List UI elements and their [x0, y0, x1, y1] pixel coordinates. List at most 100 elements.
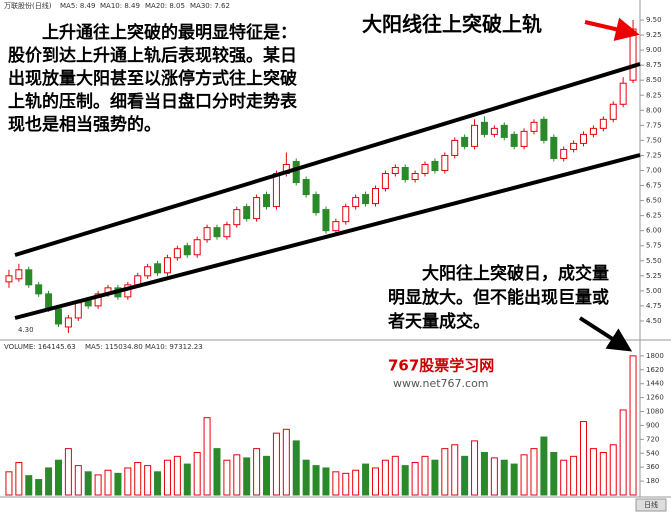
- volume-bar: [540, 436, 548, 496]
- y-tick-label: 6.75: [646, 182, 662, 190]
- arrow: [578, 316, 633, 352]
- volume-bar: [441, 448, 449, 496]
- volume-bar: [342, 472, 350, 496]
- channel-upper: [14, 62, 641, 257]
- y-tick-label: 6.50: [646, 197, 662, 205]
- y-tick-label: 180: [646, 477, 659, 485]
- candle-body: [253, 197, 261, 220]
- header: MA10: 8.49: [100, 2, 140, 10]
- candle-body: [589, 127, 597, 135]
- candle-body: [163, 257, 171, 274]
- volume-bar: [213, 448, 221, 496]
- y-tick-label: 7.00: [646, 166, 662, 174]
- candle-body: [193, 239, 201, 256]
- candle-body: [599, 118, 607, 129]
- volume-bar: [84, 471, 92, 496]
- volume-bar: [282, 428, 290, 496]
- candle-body: [342, 206, 350, 223]
- y-tick-label: 9.50: [646, 16, 662, 24]
- volume-bar: [183, 463, 191, 496]
- volume-bar: [272, 432, 280, 496]
- candle-body: [490, 127, 498, 135]
- candle-body: [352, 197, 360, 208]
- candle-body: [233, 209, 241, 226]
- volume-bar: [411, 462, 419, 496]
- candle-body: [5, 275, 13, 283]
- y-tick-label: 6.00: [646, 227, 662, 235]
- volume-bar: [114, 472, 122, 496]
- candle-body: [272, 172, 280, 208]
- volume-bar: [173, 455, 181, 496]
- candle-body: [411, 172, 419, 181]
- volume-bar: [471, 440, 479, 496]
- y-tick-label: 1440: [646, 380, 664, 388]
- y-tick-label: 1620: [646, 366, 664, 374]
- tab-label[interactable]: 日线: [644, 500, 658, 509]
- volume-bar: [35, 479, 43, 496]
- candle-body: [629, 28, 637, 81]
- candle-body: [223, 224, 231, 238]
- volume-bar: [629, 355, 637, 496]
- volume-bar: [104, 469, 112, 496]
- candle-body: [391, 166, 399, 174]
- candle-body: [25, 269, 33, 286]
- candle-body: [381, 172, 389, 190]
- volume-bar: [253, 448, 261, 496]
- candle-body: [332, 221, 340, 232]
- y-tick-label: 720: [646, 435, 659, 443]
- volume-bar: [352, 469, 360, 496]
- volume-bar: [362, 463, 370, 496]
- y-tick-label: 8.00: [646, 106, 662, 114]
- volume-bar: [332, 471, 340, 496]
- y-tick-label: 360: [646, 463, 659, 471]
- volume-bar: [520, 454, 528, 496]
- candle-body: [570, 142, 578, 150]
- y-tick-label: 5.00: [646, 287, 662, 295]
- y-tick-label: 8.25: [646, 91, 662, 99]
- candle-body: [302, 179, 310, 196]
- volume-bar: [322, 467, 330, 496]
- header: MA10: 97312.23: [145, 343, 203, 351]
- channel-lower: [14, 153, 641, 320]
- volume-bar: [461, 455, 469, 496]
- candle-body: [421, 163, 429, 174]
- y-tick-label: 9.00: [646, 46, 662, 54]
- y-tick-label: 1260: [646, 394, 664, 402]
- volume-note: 大阳往上突破日，成交量明显放大。但不能出现巨量或者天量成交。: [388, 264, 609, 332]
- candle-body: [213, 227, 221, 238]
- volume-bar: [193, 451, 201, 496]
- candle-body: [312, 194, 320, 214]
- volume-bar: [391, 455, 399, 496]
- candle-body: [530, 121, 538, 132]
- volume-bar: [302, 459, 310, 496]
- y-tick-label: 5.50: [646, 257, 662, 265]
- volume-bar: [154, 471, 162, 496]
- volume-bar: [609, 444, 617, 496]
- volume-bar: [163, 459, 171, 496]
- tab[interactable]: [635, 498, 667, 512]
- volume-bar: [243, 457, 251, 496]
- candle-body: [540, 118, 548, 141]
- volume-bar: [74, 465, 82, 496]
- volume-bar: [64, 448, 72, 496]
- volume-bar: [490, 457, 498, 496]
- header: MA5: 115034.80: [85, 343, 143, 351]
- candle-body: [560, 148, 568, 159]
- candle-body: [243, 206, 251, 220]
- volume-bar: [401, 465, 409, 496]
- y-tick-label: 540: [646, 449, 659, 457]
- volume-bar: [431, 459, 439, 496]
- description: 上升通往上突破的最明显特征是：股价到达上升通上轨后表现较强。某日出现放量大阳甚至…: [8, 23, 297, 135]
- arrow: [584, 17, 640, 41]
- y-tick-label: 5.25: [646, 272, 662, 280]
- candle-body: [144, 266, 152, 277]
- volume-bar: [54, 459, 62, 496]
- y-tick-label: 9.25: [646, 31, 662, 39]
- candle-body: [173, 248, 181, 259]
- volume-bar: [530, 448, 538, 496]
- volume-bar: [94, 474, 102, 496]
- candle-body: [15, 269, 23, 280]
- volume-bar: [223, 459, 231, 496]
- volume-bar: [263, 455, 271, 496]
